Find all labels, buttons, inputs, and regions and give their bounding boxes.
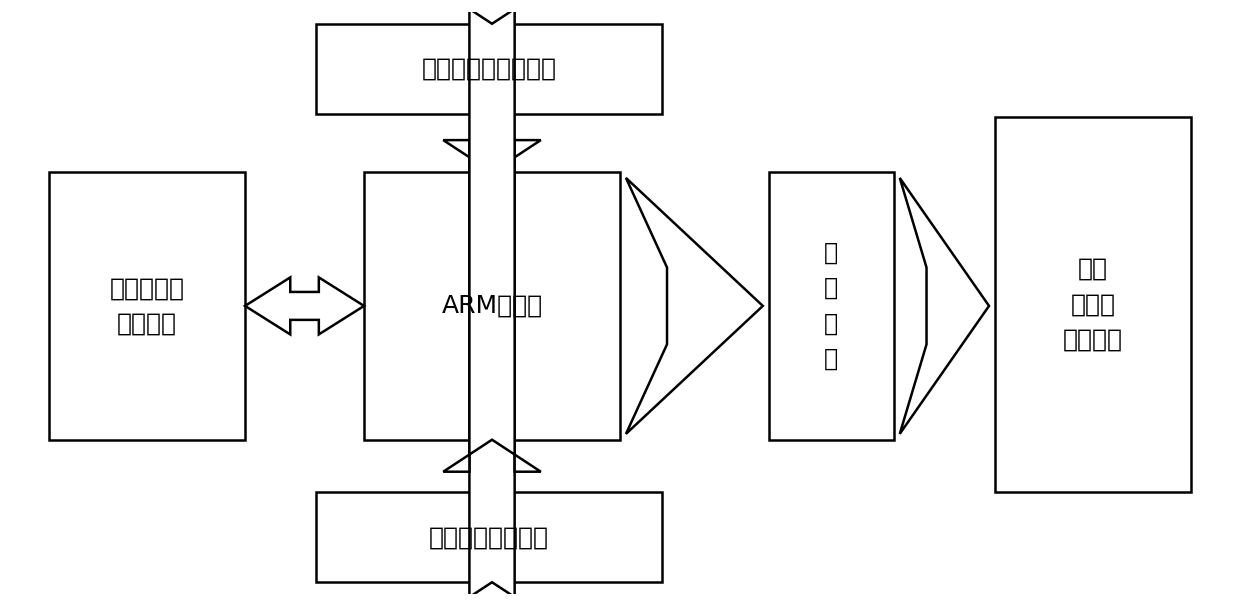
Text: 就地控制与显示模块: 就地控制与显示模块 bbox=[422, 57, 557, 81]
Bar bbox=[769, 172, 894, 440]
Bar bbox=[316, 492, 662, 582]
Polygon shape bbox=[626, 178, 763, 434]
Polygon shape bbox=[246, 278, 365, 335]
Polygon shape bbox=[443, 0, 541, 471]
Text: 电源监视控制模块: 电源监视控制模块 bbox=[429, 525, 549, 549]
Bar bbox=[365, 172, 620, 440]
Text: 在线监测传
感器阵列: 在线监测传 感器阵列 bbox=[109, 276, 185, 336]
Text: ARM处理器: ARM处理器 bbox=[441, 294, 543, 318]
Bar bbox=[994, 117, 1192, 492]
Bar bbox=[316, 24, 662, 114]
Polygon shape bbox=[900, 178, 990, 434]
Text: 上位
计算机
监视模块: 上位 计算机 监视模块 bbox=[1063, 257, 1123, 352]
Text: 通
讯
模
块: 通 讯 模 块 bbox=[825, 241, 838, 371]
Bar bbox=[48, 172, 246, 440]
Polygon shape bbox=[443, 140, 541, 606]
